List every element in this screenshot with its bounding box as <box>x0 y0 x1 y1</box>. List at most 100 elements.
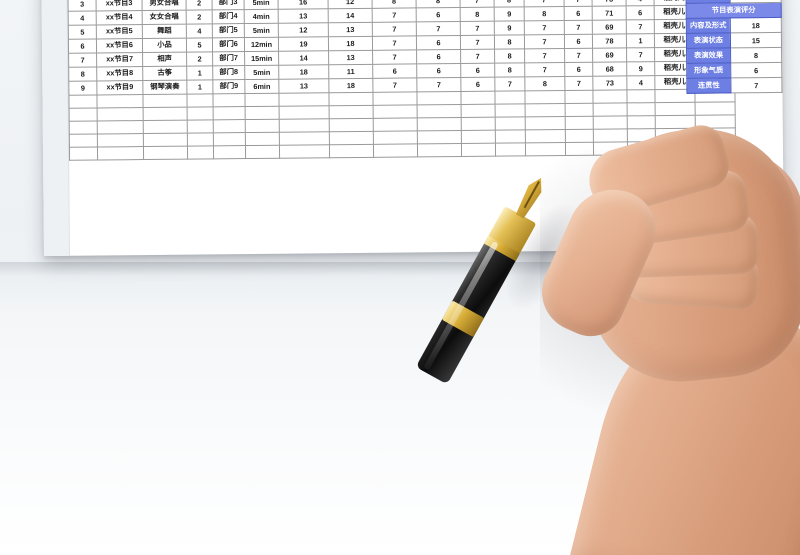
cell-other[interactable]: 6 <box>564 6 593 21</box>
cell-empty[interactable] <box>655 102 696 116</box>
cell-program[interactable]: xx节目5 <box>96 24 143 39</box>
cell-empty[interactable] <box>627 102 656 116</box>
cell-total[interactable]: 69 <box>592 47 627 63</box>
cell-duration[interactable]: 5min <box>244 0 279 10</box>
cell-total[interactable]: 73 <box>592 75 627 91</box>
cell-coherence[interactable]: 6 <box>460 76 495 92</box>
cell-dept[interactable]: 部门6 <box>212 37 245 52</box>
cell-total[interactable]: 78 <box>592 33 627 49</box>
cell-state[interactable]: 11 <box>328 64 373 79</box>
cell-other[interactable]: 6 <box>564 34 593 49</box>
cell-costume[interactable]: 7 <box>524 62 565 77</box>
cell-empty[interactable] <box>565 142 594 156</box>
cell-content[interactable]: 13 <box>278 78 329 94</box>
cell-rank[interactable]: 7 <box>626 19 655 34</box>
cell-popularity[interactable]: 8 <box>494 34 525 49</box>
cell-people[interactable]: 1 <box>186 65 213 80</box>
cell-no[interactable]: 5 <box>68 24 97 40</box>
cell-empty[interactable] <box>627 128 656 142</box>
cell-empty[interactable] <box>373 143 418 158</box>
cell-type[interactable]: 女女合唱 <box>142 9 187 25</box>
cell-no[interactable]: 7 <box>68 52 97 68</box>
cell-empty[interactable] <box>655 115 696 129</box>
cell-people[interactable]: 1 <box>186 79 213 94</box>
cell-duration[interactable]: 5min <box>244 65 279 80</box>
cell-people[interactable]: 2 <box>186 51 213 66</box>
cell-duration[interactable]: 4min <box>244 9 279 24</box>
cell-no[interactable]: 3 <box>68 0 97 12</box>
cell-image[interactable]: 6 <box>416 63 461 78</box>
cell-empty[interactable] <box>143 145 188 160</box>
cell-coherence[interactable]: 7 <box>460 34 495 50</box>
cell-empty[interactable] <box>565 103 594 117</box>
cell-empty[interactable] <box>329 105 374 119</box>
cell-effect[interactable]: 7 <box>372 7 417 23</box>
cell-people[interactable]: 2 <box>186 0 213 10</box>
cell-empty[interactable] <box>373 104 418 119</box>
cell-content[interactable]: 18 <box>278 64 329 80</box>
cell-empty[interactable] <box>213 119 246 133</box>
cell-empty[interactable] <box>143 119 188 134</box>
cell-empty[interactable] <box>461 129 496 144</box>
cell-empty[interactable] <box>525 116 566 130</box>
cell-empty[interactable] <box>494 90 526 104</box>
cell-empty[interactable] <box>278 92 330 107</box>
cell-empty[interactable] <box>565 116 594 130</box>
cell-people[interactable]: 2 <box>186 9 213 24</box>
cell-dept[interactable]: 部门5 <box>212 23 245 38</box>
cell-duration[interactable]: 5min <box>244 23 279 38</box>
cell-program[interactable]: xx节目7 <box>96 52 143 67</box>
cell-empty[interactable] <box>593 102 628 117</box>
cell-empty[interactable] <box>460 90 496 105</box>
cell-empty[interactable] <box>69 107 98 122</box>
cell-image[interactable]: 6 <box>416 49 461 64</box>
cell-empty[interactable] <box>213 145 246 159</box>
cell-content[interactable]: 14 <box>278 50 329 66</box>
cell-program[interactable]: xx节目8 <box>96 66 143 81</box>
cell-duration[interactable]: 6min <box>244 79 279 94</box>
cell-empty[interactable] <box>96 94 144 108</box>
cell-empty[interactable] <box>187 132 214 146</box>
cell-empty[interactable] <box>279 131 330 146</box>
cell-type[interactable]: 钢琴演奏 <box>142 79 187 95</box>
cell-effect[interactable]: 7 <box>372 21 417 37</box>
cell-empty[interactable] <box>97 133 144 147</box>
cell-empty[interactable] <box>186 93 214 107</box>
cell-empty[interactable] <box>143 106 188 121</box>
cell-rank[interactable]: 4 <box>626 75 655 90</box>
program-score-table[interactable]: 主办单位：活动地点：表演节目总个数：9节目时长：19:00-23:00活动时间：… <box>67 0 736 161</box>
cell-empty[interactable] <box>279 105 330 120</box>
cell-empty[interactable] <box>328 92 374 106</box>
cell-image[interactable]: 6 <box>416 35 461 50</box>
cell-empty[interactable] <box>655 141 696 155</box>
cell-costume[interactable]: 7 <box>524 34 565 49</box>
cell-type[interactable]: 男女合唱 <box>142 0 187 11</box>
cell-empty[interactable] <box>416 91 462 105</box>
cell-dept[interactable]: 部门3 <box>212 0 245 10</box>
cell-empty[interactable] <box>187 145 214 159</box>
cell-dept[interactable]: 部门9 <box>212 79 245 94</box>
cell-no[interactable]: 4 <box>68 10 97 26</box>
cell-coherence[interactable]: 8 <box>460 6 495 22</box>
cell-empty[interactable] <box>495 129 526 143</box>
cell-empty[interactable] <box>372 91 418 106</box>
cell-no[interactable]: 9 <box>68 80 97 96</box>
cell-state[interactable]: 18 <box>328 36 373 51</box>
cell-rank[interactable]: 1 <box>626 33 655 48</box>
cell-empty[interactable] <box>245 132 280 146</box>
cell-type[interactable]: 相声 <box>142 51 187 67</box>
cell-content[interactable]: 19 <box>278 36 329 52</box>
cell-other[interactable]: 6 <box>564 62 593 77</box>
cell-empty[interactable] <box>187 106 214 120</box>
cell-state[interactable]: 13 <box>328 22 373 37</box>
cell-empty[interactable] <box>279 144 330 159</box>
cell-coherence[interactable]: 7 <box>460 48 495 64</box>
program-query-panel[interactable]: 节目表演评分查询输入节目名称xx节目1节目类型男生独唱表演人数1所属部门部门1节… <box>685 0 783 94</box>
cell-program[interactable]: xx节目6 <box>96 38 143 53</box>
cell-empty[interactable] <box>565 129 594 143</box>
cell-empty[interactable] <box>461 103 496 118</box>
cell-costume[interactable]: 8 <box>524 76 565 91</box>
cell-empty[interactable] <box>69 133 98 148</box>
cell-empty[interactable] <box>627 115 656 129</box>
cell-empty[interactable] <box>329 118 374 132</box>
